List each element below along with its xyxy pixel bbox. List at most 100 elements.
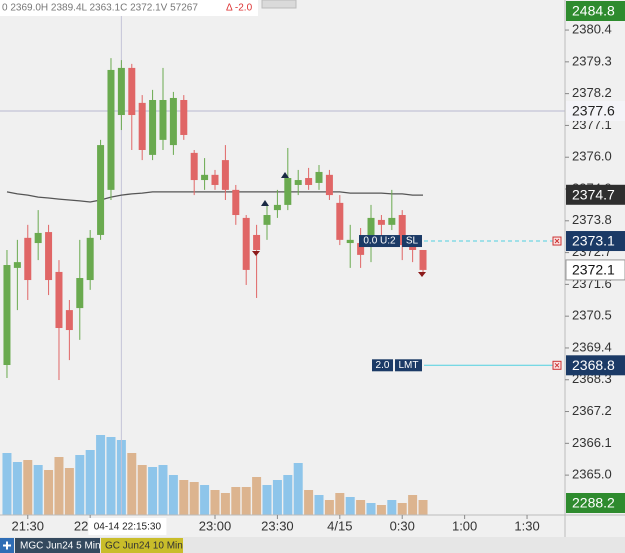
- candle-body: [367, 217, 375, 246]
- volume-bar: [366, 503, 376, 515]
- header-text: 0 2369.0H 2389.4L 2363.1C 2372.1V 57267: [2, 3, 198, 14]
- volume-bar: [85, 450, 95, 515]
- crosshair-time-box: [88, 518, 167, 535]
- cancel-icon: [554, 362, 560, 368]
- volume-bar: [75, 455, 85, 515]
- volume-bar: [137, 465, 147, 515]
- x-tick-label: 4/15: [327, 518, 352, 533]
- change-text: Δ -2.0: [226, 3, 253, 14]
- order-price-label-box: [566, 231, 625, 252]
- order-qty: 0.0 U:2: [363, 236, 396, 247]
- candle-body: [263, 215, 271, 225]
- candle-body: [107, 69, 115, 190]
- candle-body: [242, 217, 250, 270]
- volume-bar: [241, 487, 251, 515]
- top-label-box: [566, 1, 625, 21]
- candle-body: [305, 178, 313, 185]
- volume-bar: [376, 505, 386, 515]
- tab-label[interactable]: MGC Jun24 5 Min: [20, 541, 101, 552]
- order-type-box[interactable]: [395, 359, 422, 372]
- candle-body: [325, 174, 333, 196]
- tab-label[interactable]: GC Jun24 10 Min: [105, 541, 183, 552]
- y-tick-label: 2379.3: [572, 53, 612, 68]
- crosshair-price-label: 2377.6: [572, 103, 615, 119]
- y-tick-label: 2367.2: [572, 403, 612, 418]
- candle-body: [169, 97, 177, 146]
- candle-body: [357, 243, 365, 255]
- header-box: [0, 0, 258, 16]
- top-label: 2484.8: [572, 3, 615, 19]
- header-button[interactable]: [261, 0, 297, 9]
- volume-bar: [96, 435, 106, 515]
- volume-bar: [168, 475, 178, 515]
- candle-body: [34, 232, 42, 244]
- candle-body: [388, 217, 396, 225]
- y-tick-label: 2366.1: [572, 435, 612, 450]
- order-price-label: 2368.8: [572, 357, 615, 373]
- candle-body: [253, 234, 261, 250]
- order-price-label: 2373.1: [572, 233, 615, 249]
- volume-bar: [252, 477, 262, 515]
- candle-body: [221, 160, 229, 190]
- sell-marker: [252, 251, 260, 256]
- ma-label: 2374.7: [572, 186, 615, 202]
- volume-bar: [106, 437, 116, 515]
- ma-label-box: [566, 184, 625, 205]
- candle-body: [55, 271, 63, 329]
- candle-body: [284, 178, 292, 205]
- candle-body: [45, 232, 53, 281]
- candle-body: [138, 102, 146, 150]
- candle-body: [149, 99, 157, 155]
- volume-bar: [33, 465, 43, 515]
- tab[interactable]: [15, 538, 100, 553]
- crosshair-price-label-box: [566, 100, 625, 121]
- order-qty-box: [372, 359, 393, 372]
- x-tick-label: 1:00: [452, 518, 477, 533]
- candle-body: [315, 171, 323, 183]
- order-qty: 2.0: [376, 360, 390, 371]
- candle-body: [159, 99, 167, 140]
- candle-body: [211, 174, 219, 185]
- volume-bar: [210, 490, 220, 515]
- candle-body: [398, 215, 406, 246]
- y-tick-label: 2365.0: [572, 467, 612, 482]
- volume-bar: [23, 460, 33, 515]
- volume-bar: [283, 475, 293, 515]
- x-tick-label: 21:30: [11, 518, 44, 533]
- volume-bar: [345, 497, 355, 515]
- candle-body: [419, 249, 427, 270]
- buy-marker: [281, 172, 289, 178]
- candle-body: [3, 265, 11, 366]
- x-tick-label: 1:30: [514, 518, 539, 533]
- order-price-label-box: [566, 355, 625, 376]
- crosshair-time-label: 04-14 22:15:30: [94, 522, 162, 533]
- candle-body: [201, 174, 209, 181]
- volume-bar: [272, 480, 282, 515]
- cancel-icon: [554, 238, 560, 244]
- y-tick-label: 2376.0: [572, 149, 612, 164]
- volume-bar: [220, 493, 230, 515]
- order-type-box[interactable]: [402, 235, 422, 248]
- y-tick-label: 2378.2: [572, 85, 612, 100]
- tab[interactable]: [101, 538, 183, 553]
- bottom-label-box: [566, 493, 625, 513]
- volume-bar: [231, 487, 241, 515]
- volume-bar: [189, 482, 199, 515]
- volume-bar: [158, 465, 168, 515]
- x-tick-label: 23:00: [199, 518, 232, 533]
- x-tick-label: 0:30: [390, 518, 415, 533]
- candle-body: [377, 219, 385, 225]
- order-qty-box: [359, 235, 400, 248]
- candle-body: [180, 99, 188, 135]
- volume-bar: [54, 457, 64, 515]
- volume-bar: [262, 485, 272, 515]
- sell-marker: [418, 272, 426, 277]
- volume-bar: [324, 500, 334, 515]
- y-tick-label: 2369.4: [572, 339, 612, 354]
- volume-bar: [64, 468, 74, 515]
- x-tick-label: 23:30: [261, 518, 294, 533]
- candle-body: [273, 204, 281, 211]
- candle-body: [24, 237, 32, 281]
- order-type: LMT: [399, 360, 419, 371]
